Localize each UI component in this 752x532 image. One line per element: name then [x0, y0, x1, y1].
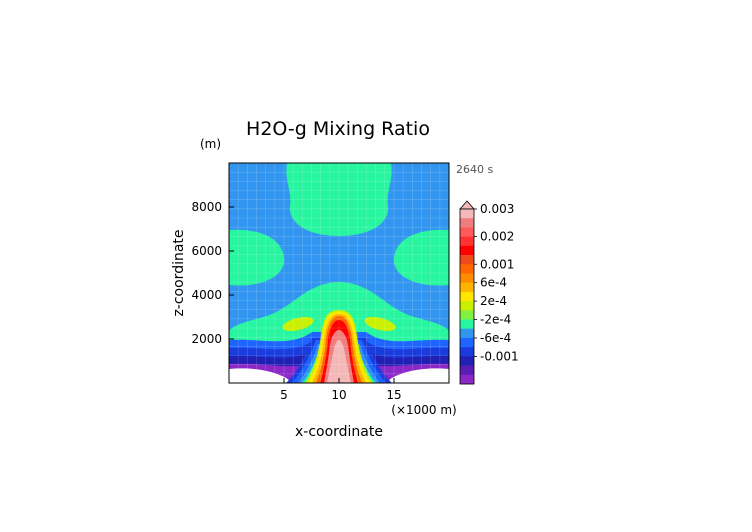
colorbar-tick-label: -0.001	[480, 349, 519, 363]
colorbar-level-17	[460, 365, 474, 376]
y-tick-label-6000: 6000	[191, 244, 222, 258]
y-tick-label-8000: 8000	[191, 200, 222, 214]
left-white-region	[229, 368, 289, 383]
colorbar-tick-label: -2e-4	[480, 313, 511, 327]
y-unit-label: (m)	[200, 137, 221, 151]
x-axis-title: x-coordinate	[295, 424, 383, 440]
colorbar-tick-label: -6e-4	[480, 331, 511, 345]
x-tick-label-15: 15	[386, 388, 401, 402]
colorbar-level-13	[460, 328, 474, 339]
colorbar-level-10	[460, 301, 474, 311]
colorbar-tick-label: 0.001	[480, 257, 514, 271]
right-white-region	[389, 368, 449, 383]
colorbar-level-2	[460, 227, 474, 237]
colorbar-level-12	[460, 319, 474, 330]
colorbar-level-18	[460, 374, 474, 385]
colorbar-level-3	[460, 236, 474, 247]
colorbar-level-6	[460, 264, 474, 274]
y-axis: 2000 4000 6000 8000 z-coordinate	[171, 200, 234, 346]
time-label: 2640 s	[456, 163, 493, 176]
x-tick-label-5: 5	[280, 388, 288, 402]
colorbar-level-16	[460, 356, 474, 366]
colorbar-level-8	[460, 282, 474, 293]
colorbar-tick-label: 0.002	[480, 230, 514, 244]
left-green-lobe	[229, 229, 285, 286]
colorbar: 0.003 0.002 0.001 6e-4 2e-4 -2e-4 -6e-4 -0.001	[459, 200, 519, 385]
x-unit-label: (×1000 m)	[391, 403, 456, 417]
y-tick-label-2000: 2000	[191, 332, 222, 346]
upper-green-region	[286, 163, 392, 236]
right-yellowgreen-blob	[364, 317, 396, 331]
y-axis-title: z-coordinate	[171, 229, 187, 316]
colorbar-level-9	[460, 291, 474, 302]
y-tick-label-4000: 4000	[191, 288, 222, 302]
x-tick-label-10: 10	[331, 388, 346, 402]
x-axis: 5 10 15 (×1000 m) x-coordinate	[280, 378, 457, 440]
colorbar-tick-label: 2e-4	[480, 294, 507, 308]
colorbar-tick-label: 6e-4	[480, 276, 507, 290]
colorbar-top-arrow	[459, 200, 475, 210]
contour-field	[229, 163, 449, 383]
colorbar-tick-label: 0.003	[480, 202, 514, 216]
chart-title: H2O-g Mixing Ratio	[246, 118, 430, 140]
colorbar-level-0	[460, 209, 474, 219]
colorbar-level-1	[460, 218, 474, 228]
plot-grid	[229, 163, 449, 383]
colorbar-level-5	[460, 255, 474, 265]
colorbar-level-7	[460, 273, 474, 283]
colorbar-level-11	[460, 310, 474, 320]
right-green-lobe	[393, 229, 449, 286]
central-plume	[286, 310, 392, 383]
colorbar-level-15	[460, 347, 474, 357]
left-yellowgreen-blob	[282, 317, 314, 331]
colorbar-frame	[459, 208, 475, 385]
colorbar-level-14	[460, 337, 474, 348]
colorbar-level-4	[460, 245, 474, 256]
